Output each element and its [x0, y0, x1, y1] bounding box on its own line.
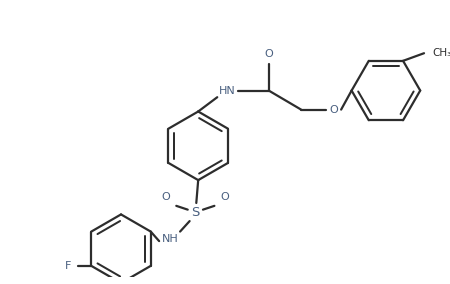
Text: HN: HN [218, 85, 235, 95]
Text: S: S [191, 206, 199, 219]
Text: O: O [329, 105, 338, 115]
Text: O: O [220, 192, 229, 202]
Text: F: F [65, 261, 72, 271]
Text: CH₃: CH₃ [432, 48, 450, 58]
Text: O: O [162, 192, 170, 202]
Text: NH: NH [162, 234, 179, 244]
Text: O: O [264, 49, 273, 59]
